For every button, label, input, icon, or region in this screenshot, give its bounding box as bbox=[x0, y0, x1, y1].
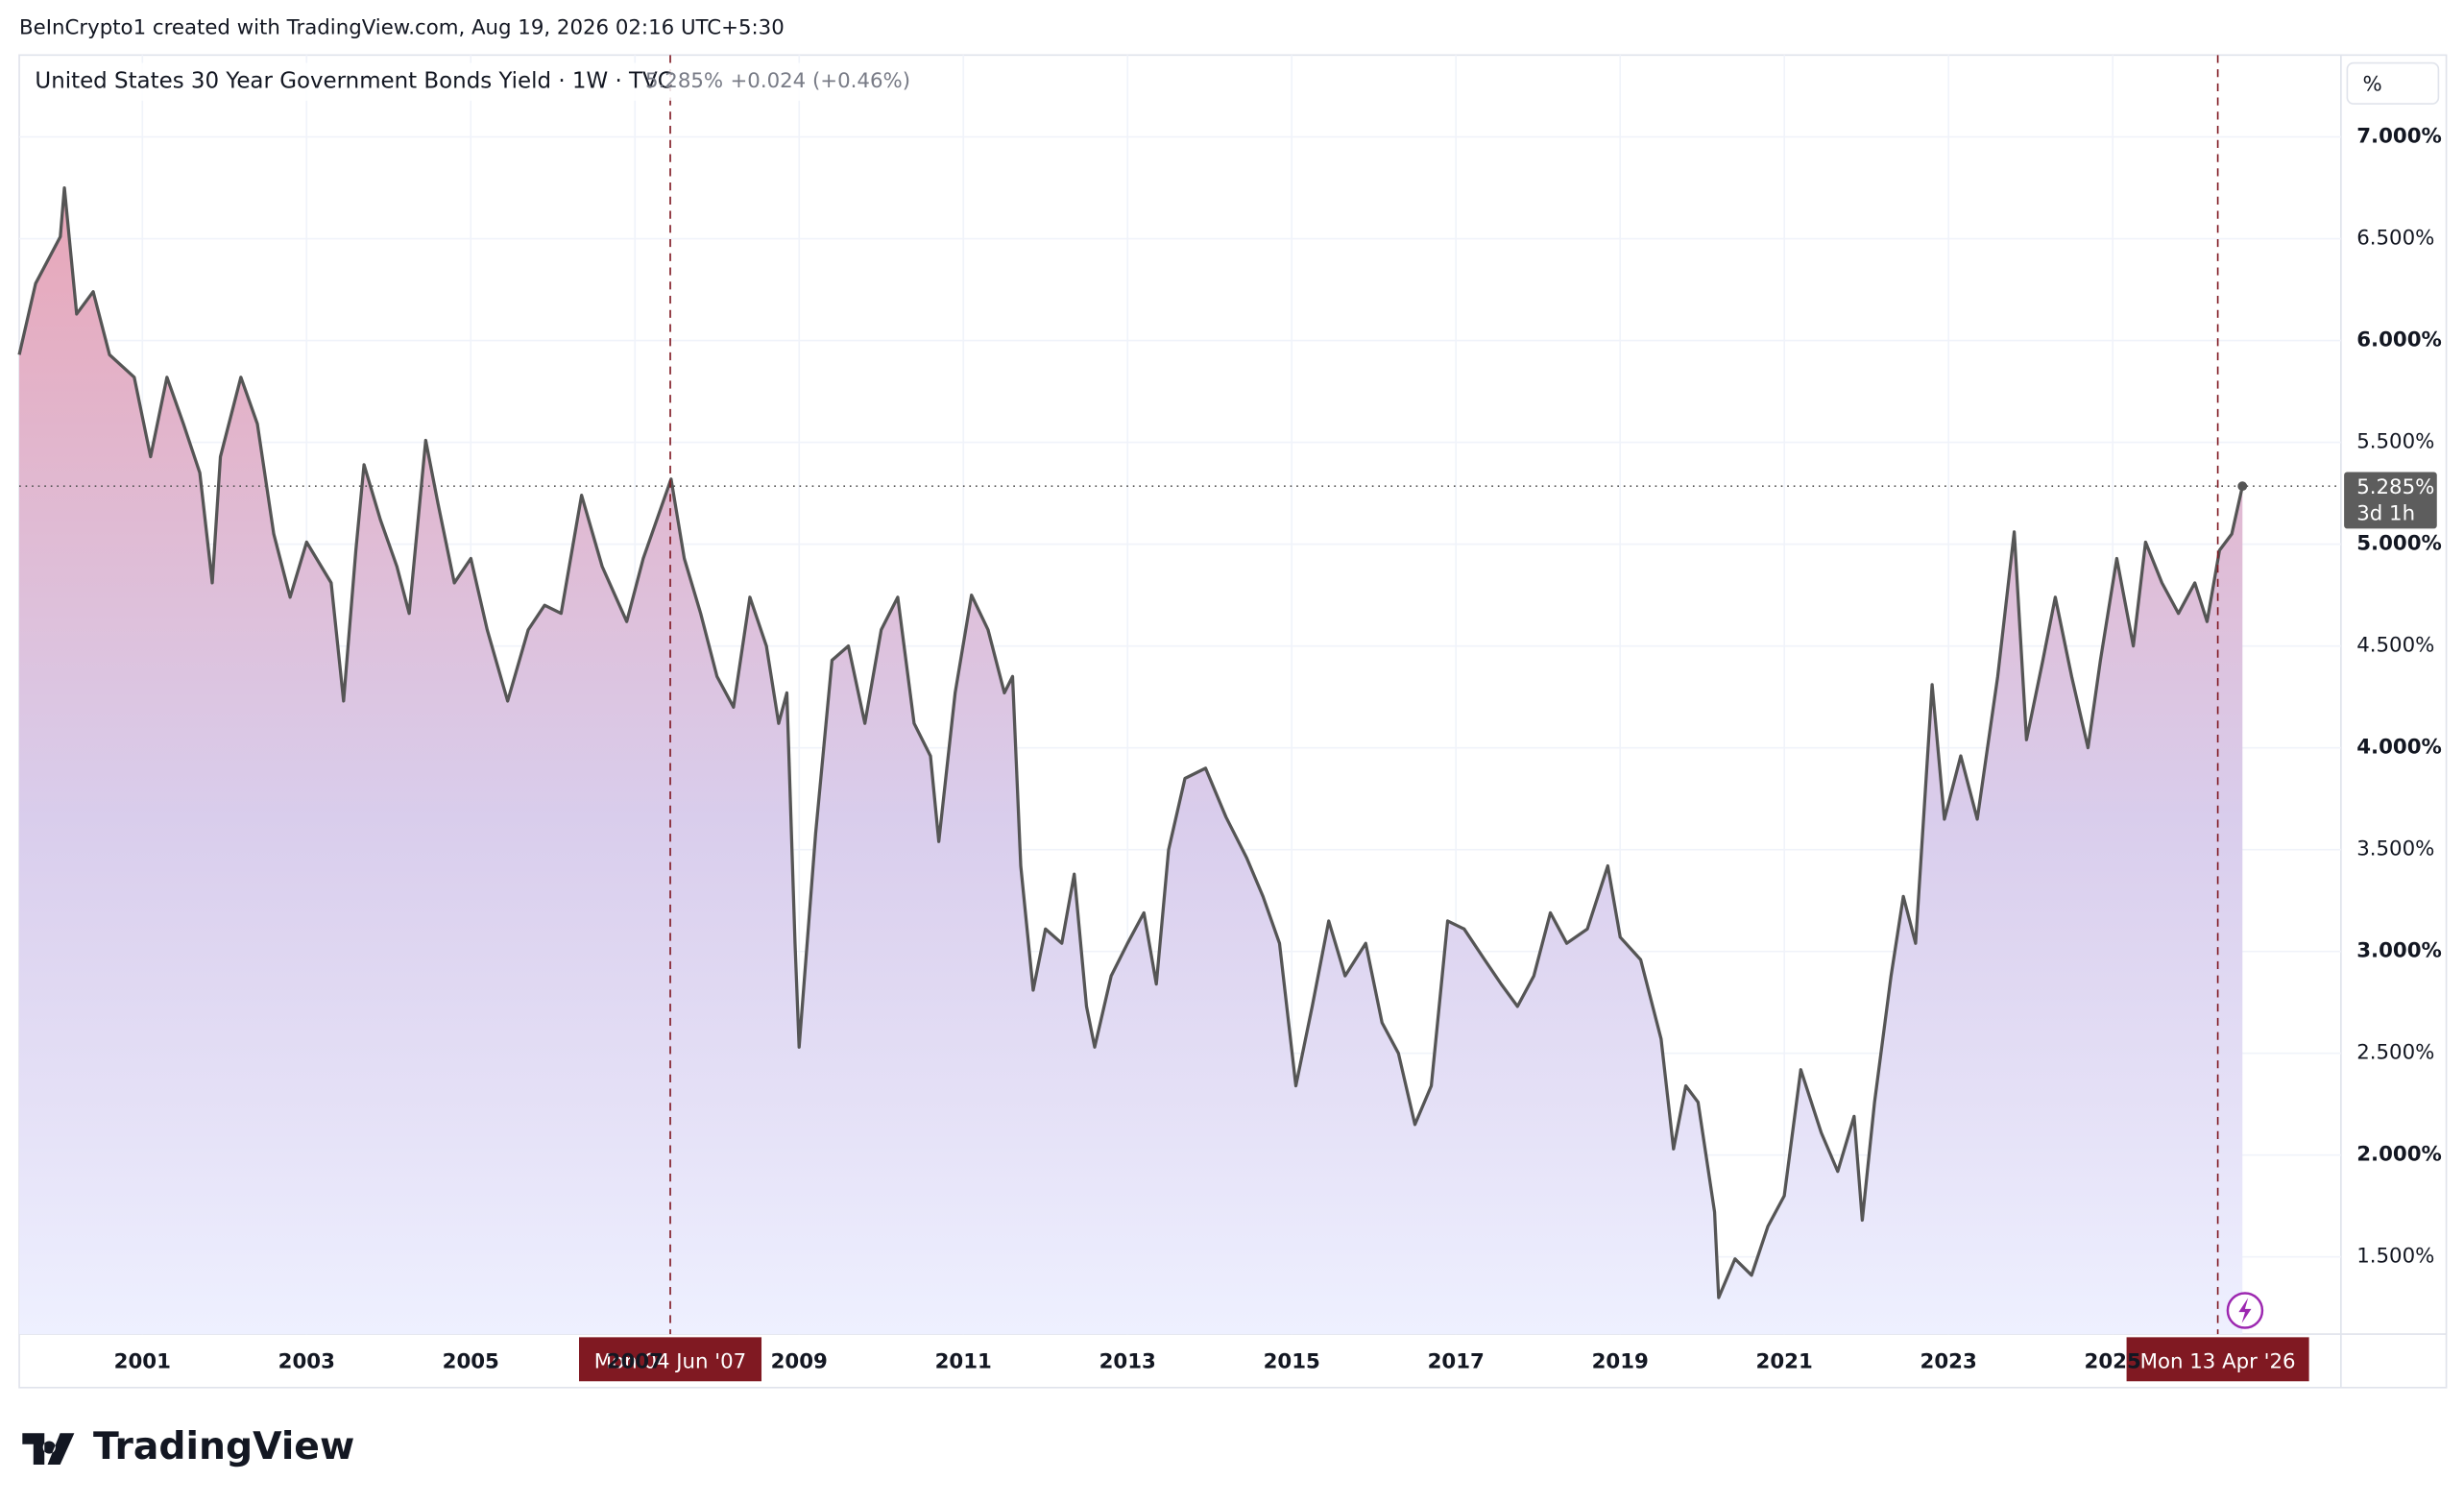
alert-icon bbox=[2226, 1292, 2264, 1329]
x-tick-label: 2015 bbox=[1264, 1350, 1320, 1374]
credit: BeInCrypto1 created with TradingView.com… bbox=[19, 15, 785, 39]
legend-title: United States 30 Year Government Bonds Y… bbox=[35, 69, 672, 94]
crosshair-box bbox=[579, 1337, 762, 1382]
x-tick-label: 2021 bbox=[1756, 1350, 1813, 1374]
y-tick-label: 5.500% bbox=[2356, 430, 2434, 454]
legend-change: +0.024 (+0.46%) bbox=[730, 69, 910, 93]
x-tick-label: 2017 bbox=[1428, 1350, 1485, 1374]
legend-bg bbox=[25, 62, 906, 101]
last-point bbox=[2237, 481, 2248, 492]
crosshair-box bbox=[2126, 1337, 2309, 1382]
y-tick-label: 7.000% bbox=[2356, 125, 2442, 149]
x-tick-label: 2009 bbox=[771, 1350, 828, 1374]
x-tick-label: 2011 bbox=[935, 1350, 992, 1374]
area bbox=[19, 187, 2243, 1335]
x-tick-label: 2023 bbox=[1920, 1350, 1977, 1374]
logo-icon bbox=[22, 1433, 75, 1466]
x-tick-label: 2025 bbox=[2085, 1350, 2141, 1374]
crosshair-label: Mon 04 Jun '07 bbox=[594, 1350, 746, 1374]
y-tick-label: 6.500% bbox=[2356, 227, 2434, 251]
last-price-countdown: 3d 1h bbox=[2356, 502, 2415, 526]
logo-text: TradingView bbox=[93, 1425, 354, 1468]
y-tick-label: 4.000% bbox=[2356, 736, 2442, 760]
y-tick-label: 6.000% bbox=[2356, 328, 2442, 352]
x-tick-label: 2013 bbox=[1099, 1350, 1156, 1374]
x-tick-label: 2007 bbox=[607, 1350, 664, 1374]
y-tick-label: 2.500% bbox=[2356, 1041, 2434, 1065]
x-tick-label: 2003 bbox=[278, 1350, 335, 1374]
last-price-box bbox=[2344, 472, 2437, 529]
x-tick-label: 2019 bbox=[1592, 1350, 1649, 1374]
y-tick-label: 5.000% bbox=[2356, 532, 2442, 556]
last-price-label: 5.285% bbox=[2356, 475, 2434, 499]
unit-button-label[interactable]: % bbox=[2362, 72, 2381, 96]
x-tick-label: 2005 bbox=[443, 1350, 499, 1374]
y-tick-label: 1.500% bbox=[2356, 1245, 2434, 1269]
alert-icon-bolt bbox=[2238, 1298, 2252, 1323]
y-tick-label: 4.500% bbox=[2356, 634, 2434, 658]
logo: TradingView bbox=[22, 1425, 354, 1468]
y-tick-label: 3.500% bbox=[2356, 837, 2434, 861]
crosshair-label: Mon 13 Apr '26 bbox=[2140, 1350, 2296, 1374]
unit-button[interactable] bbox=[2346, 61, 2440, 105]
x-tick-label: 2001 bbox=[114, 1350, 171, 1374]
legend-price: 5.285% bbox=[645, 69, 723, 93]
line bbox=[17, 185, 2244, 1299]
y-tick-label: 2.000% bbox=[2356, 1143, 2442, 1167]
y-tick-label: 3.000% bbox=[2356, 939, 2442, 963]
